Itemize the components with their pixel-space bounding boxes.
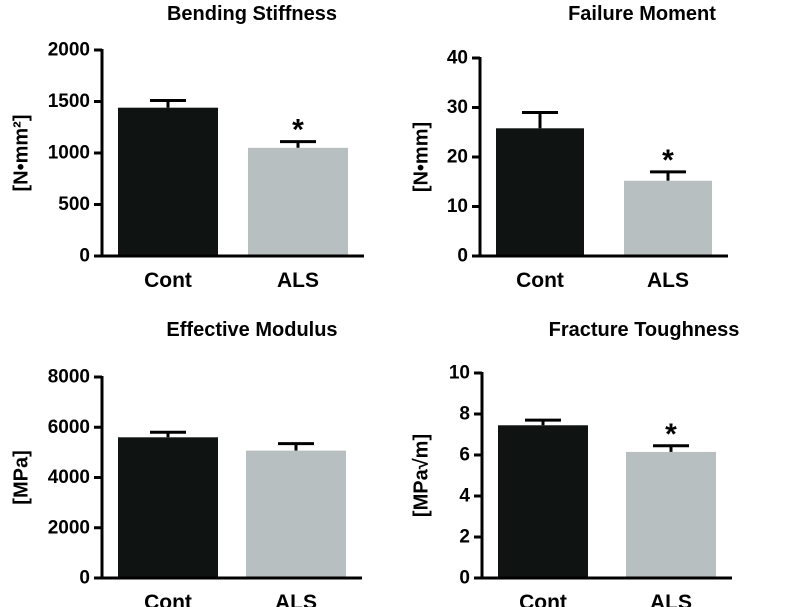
y-tick-label: 10 bbox=[447, 196, 468, 217]
x-tick-label: Cont bbox=[516, 269, 564, 292]
y-tick-label: 2 bbox=[459, 527, 470, 548]
y-tick-label: 4 bbox=[459, 486, 470, 507]
chart-title: Bending Stiffness bbox=[167, 3, 337, 25]
chart-bending-stiffness: Bending Stiffness [N•mm²] Cont ALS * 0 500 1000… bbox=[0, 0, 400, 303]
y-tick-label: 6 bbox=[459, 445, 470, 466]
y-tick-label: 4000 bbox=[48, 467, 90, 488]
y-tick-label: 1000 bbox=[48, 143, 90, 164]
y-axis-label: [MPa] bbox=[10, 450, 32, 504]
chart-svg: Failure Moment [N•mm] Cont ALS * 0 10 20 30 40 bbox=[410, 3, 728, 292]
chart-failure-moment: Failure Moment [N•mm] Cont ALS * 0 10 20 30 40 bbox=[400, 0, 800, 303]
y-axis-label: [N•mm²] bbox=[10, 115, 32, 192]
bar-als bbox=[248, 147, 348, 256]
y-tick-label: 40 bbox=[447, 48, 468, 69]
x-tick-label: ALS bbox=[275, 591, 317, 607]
bar-cont bbox=[118, 107, 218, 257]
y-tick-label: 10 bbox=[449, 363, 470, 384]
chart-title: Fracture Toughness bbox=[549, 319, 740, 341]
y-tick-label: 8 bbox=[459, 404, 470, 425]
chart-svg: Effective Modulus [MPa] Cont ALS 0 2000 4000 60… bbox=[10, 319, 362, 607]
y-tick-label: 1500 bbox=[48, 91, 90, 112]
bar-cont bbox=[498, 425, 588, 578]
y-tick-label: 20 bbox=[447, 147, 468, 168]
bar-als bbox=[624, 180, 712, 256]
bar-als bbox=[246, 450, 346, 578]
chart-svg: Bending Stiffness [N•mm²] Cont ALS * 0 500 1000… bbox=[10, 3, 364, 292]
x-tick-label: ALS bbox=[647, 269, 689, 292]
y-tick-label: 2000 bbox=[48, 517, 90, 538]
significance-star: * bbox=[665, 418, 677, 451]
bar-cont bbox=[118, 437, 218, 578]
x-tick-label: Cont bbox=[144, 269, 192, 292]
chart-title: Effective Modulus bbox=[166, 319, 337, 341]
bar-als bbox=[626, 451, 716, 578]
chart-title: Failure Moment bbox=[568, 3, 716, 25]
significance-star: * bbox=[292, 114, 304, 147]
significance-star: * bbox=[662, 144, 674, 177]
y-tick-label: 0 bbox=[459, 568, 470, 589]
bar-cont bbox=[496, 128, 584, 256]
y-tick-label: 0 bbox=[79, 246, 90, 267]
y-tick-label: 500 bbox=[58, 194, 90, 215]
y-tick-label: 0 bbox=[457, 246, 468, 267]
x-tick-label: ALS bbox=[277, 269, 319, 292]
chart-fracture-toughness: Fracture Toughness [MPa√m] Cont ALS * 0 2 4 6 8 10 bbox=[400, 304, 800, 607]
y-axis-label: [N•mm] bbox=[410, 122, 432, 192]
chart-effective-modulus: Effective Modulus [MPa] Cont ALS 0 2000 4000 60… bbox=[0, 304, 400, 607]
y-tick-label: 8000 bbox=[48, 367, 90, 388]
x-tick-label: Cont bbox=[519, 591, 567, 607]
y-tick-label: 0 bbox=[79, 568, 90, 589]
chart-svg: Fracture Toughness [MPa√m] Cont ALS * 0 2 4 6 8 10 bbox=[410, 319, 740, 607]
y-tick-label: 2000 bbox=[48, 40, 90, 61]
x-tick-label: ALS bbox=[650, 591, 692, 607]
y-tick-label: 6000 bbox=[48, 417, 90, 438]
y-axis-label: [MPa√m] bbox=[410, 434, 432, 517]
y-tick-label: 30 bbox=[447, 97, 468, 118]
x-tick-label: Cont bbox=[144, 591, 192, 607]
